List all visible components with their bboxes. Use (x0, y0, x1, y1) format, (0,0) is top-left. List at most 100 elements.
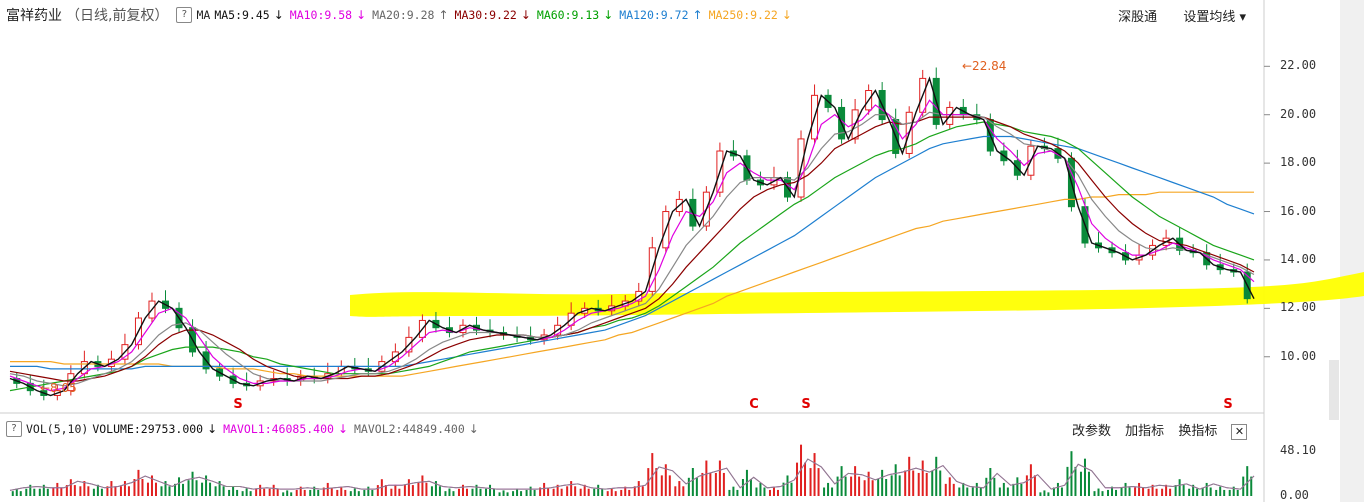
volume-bar-75-1 (1029, 464, 1032, 496)
volume-bar-84-0 (1147, 488, 1150, 496)
volume-bar-73-0 (998, 487, 1001, 496)
highlight-band (350, 272, 1364, 317)
price-tick-label-0: 22.00 (1280, 58, 1317, 73)
volume-bar-0-1 (15, 488, 18, 496)
volume-bar-68-1 (935, 456, 938, 496)
volume-bar-82-0 (1120, 487, 1123, 496)
volume-tick-label-0: 48.10 (1280, 443, 1317, 458)
volume-bar-35-2 (493, 488, 496, 496)
volume-bar-33-2 (465, 488, 468, 496)
volume-bar-16-0 (228, 489, 231, 496)
volume-bar-30-2 (425, 482, 428, 496)
volume-bar-44-2 (614, 491, 617, 496)
volume-bar-29-2 (411, 485, 414, 496)
volume-bar-85-0 (1161, 488, 1164, 496)
volume-bar-16-1 (232, 486, 235, 496)
volume-bar-51-2 (709, 472, 712, 496)
volume-bar-72-0 (985, 477, 988, 496)
vol-arrow-2: ↓ (468, 422, 479, 436)
line-ma5 (9, 76, 1255, 397)
vol-item-2: MAVOL2:44849.400 (354, 422, 465, 436)
hk-connect-button[interactable]: 深股通 (1118, 10, 1158, 25)
volume-bar-15-1 (218, 481, 221, 496)
volume-bar-21-1 (299, 486, 302, 496)
volume-bar-43-1 (597, 484, 600, 496)
volume-bar-17-2 (249, 491, 252, 496)
change-params-button[interactable]: 改参数 (1072, 424, 1112, 439)
volume-bar-4-1 (69, 479, 72, 496)
volume-bar-91-1 (1246, 466, 1249, 496)
help-button[interactable]: ? (176, 7, 193, 23)
volume-bar-72-1 (989, 468, 992, 496)
add-indicator-button[interactable]: 加指标 (1125, 424, 1165, 439)
volume-bar-12-1 (178, 477, 181, 496)
volume-bar-55-2 (763, 487, 766, 496)
volume-bar-52-0 (714, 472, 717, 496)
volume-bar-49-1 (678, 481, 681, 496)
volume-bar-29-1 (407, 479, 410, 496)
volume-bar-55-0 (755, 487, 758, 496)
volume-bar-2-1 (42, 484, 45, 496)
set-ma-button[interactable]: 设置均线 ▾ (1183, 10, 1246, 25)
volume-bar-25-1 (353, 488, 356, 496)
volume-bar-13-1 (191, 471, 194, 496)
volume-bar-9-2 (141, 479, 144, 496)
volume-bar-90-0 (1228, 489, 1231, 496)
volume-bar-69-2 (952, 483, 955, 496)
ma-arrow-5: ↑ (692, 8, 703, 22)
close-icon[interactable]: ✕ (1231, 424, 1248, 440)
volume-bar-56-2 (776, 489, 779, 496)
volume-bar-24-0 (336, 489, 339, 496)
volume-bar-76-1 (1043, 490, 1046, 496)
volume-bar-27-0 (376, 485, 379, 496)
volume-bar-80-1 (1097, 488, 1100, 496)
signal-1: C (749, 397, 759, 412)
volume-bar-7-1 (110, 481, 113, 496)
volume-bar-3-1 (56, 482, 59, 496)
ma-item-0: MA5:9.45 (214, 8, 270, 22)
line-ma30 (9, 116, 1255, 382)
volume-bar-90-1 (1232, 486, 1235, 496)
volume-bar-87-1 (1192, 484, 1195, 496)
volume-bar-47-2 (655, 468, 658, 496)
volume-bar-58-0 (796, 462, 799, 496)
volume-bar-65-2 (898, 475, 901, 496)
volume-bar-81-2 (1115, 489, 1118, 496)
volume-bar-40-2 (560, 488, 563, 496)
volume-bar-47-1 (651, 453, 654, 496)
volume-bar-20-1 (286, 490, 289, 496)
volume-bar-7-0 (106, 486, 109, 496)
volume-bar-31-1 (434, 481, 437, 496)
volume-bar-76-0 (1039, 492, 1042, 496)
volume-bar-0-0 (11, 491, 14, 496)
volume-bar-54-2 (749, 479, 752, 496)
volume-bar-16-2 (236, 489, 239, 496)
volume-bar-87-0 (1188, 488, 1191, 496)
volume-bar-78-2 (1074, 466, 1077, 496)
volume-bar-44-1 (610, 488, 613, 496)
volume-bar-19-0 (268, 488, 271, 496)
volume-bar-3-2 (60, 487, 63, 496)
volume-bar-17-0 (241, 491, 244, 496)
volume-bar-2-2 (46, 488, 49, 496)
volume-bar-12-2 (182, 483, 185, 496)
volume-bar-25-2 (357, 491, 360, 496)
volume-bar-62-0 (850, 476, 853, 496)
switch-indicator-button[interactable]: 换指标 (1178, 424, 1218, 439)
volume-bar-8-0 (119, 486, 122, 496)
volume-bar-88-2 (1209, 487, 1212, 496)
volume-bar-86-2 (1182, 485, 1185, 496)
volume-bar-88-1 (1205, 482, 1208, 496)
volume-bar-67-0 (917, 472, 920, 496)
volume-bar-82-2 (1128, 487, 1131, 496)
volume-bar-43-0 (593, 488, 596, 496)
volume-bar-65-0 (890, 475, 893, 496)
volume-bar-4-2 (73, 485, 76, 496)
vol-arrow-0: ↓ (207, 422, 218, 436)
volume-bar-28-0 (390, 488, 393, 496)
volume-bar-14-0 (201, 482, 204, 496)
volume-help-button[interactable]: ? (6, 421, 22, 437)
volume-bar-24-1 (340, 486, 343, 496)
volume-bar-37-2 (520, 491, 523, 496)
volume-bar-5-1 (83, 481, 86, 496)
